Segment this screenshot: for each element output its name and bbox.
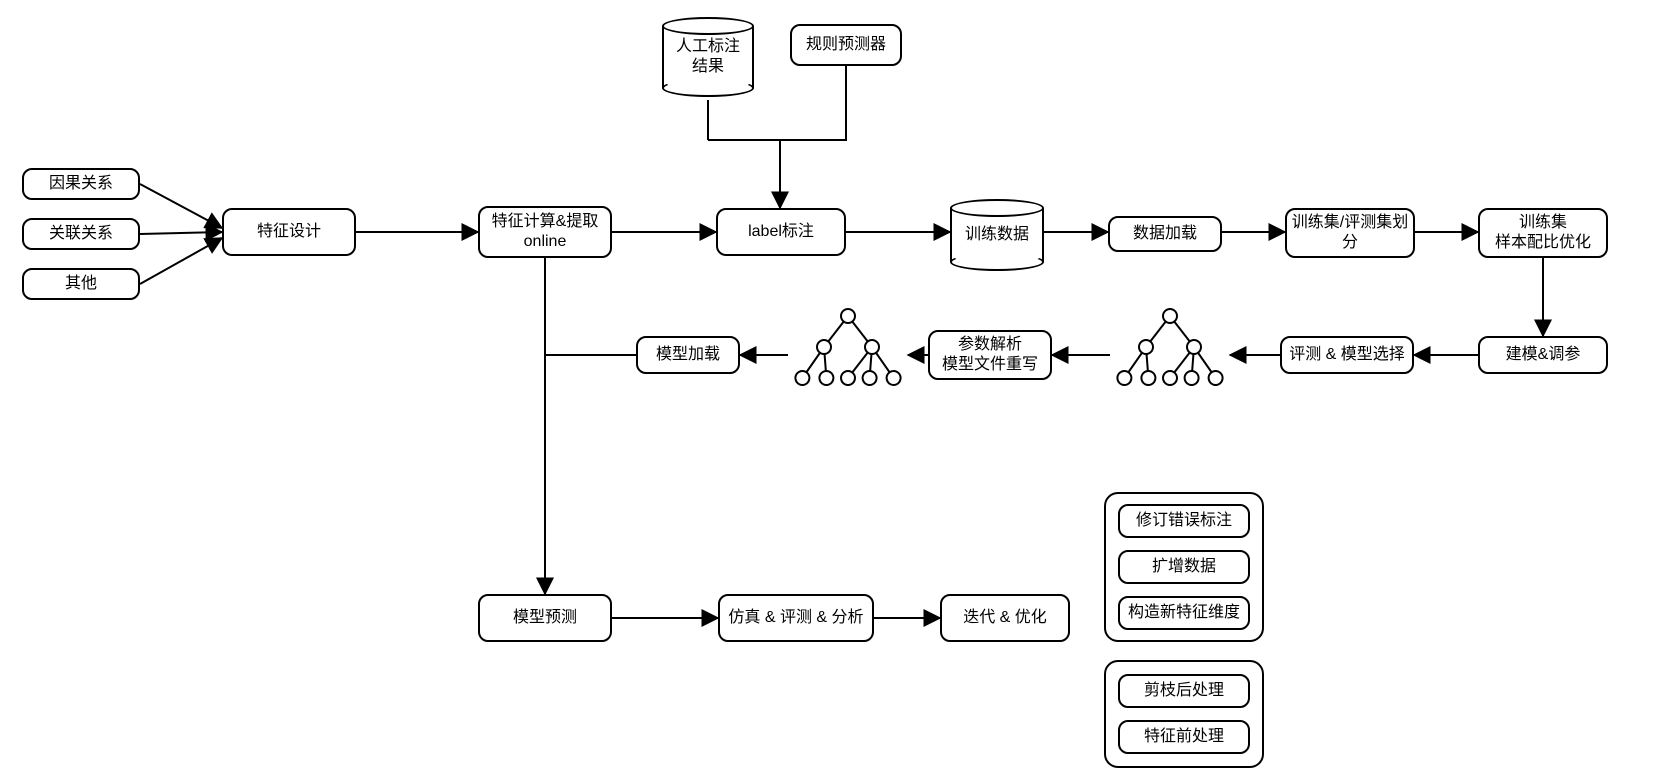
- label: 模型预测: [513, 608, 577, 628]
- node-label-annotation: label标注: [716, 208, 846, 256]
- node-data-load: 数据加载: [1108, 216, 1222, 252]
- node-train-eval-split: 训练集/评测集划 分: [1285, 208, 1415, 258]
- label: 特征设计: [257, 222, 321, 242]
- label: 评测 & 模型选择: [1289, 345, 1405, 365]
- node-rule-predictor: 规则预测器: [790, 24, 902, 66]
- label: 剪枝后处理: [1144, 681, 1224, 701]
- node-iterate-optimize: 迭代 & 优化: [940, 594, 1070, 642]
- node-correlation-relation: 关联关系: [22, 218, 140, 250]
- node-prune-postprocess: 剪枝后处理: [1118, 674, 1250, 708]
- tree-icon-1: [1110, 308, 1230, 386]
- label: 模型加载: [656, 345, 720, 365]
- flowchart-canvas: 因果关系 关联关系 其他 特征设计 特征计算&提取 online 人工标注 结果…: [0, 0, 1654, 773]
- label: 修订错误标注: [1136, 511, 1232, 531]
- label: 训练数据: [965, 225, 1029, 245]
- label: 关联关系: [49, 224, 113, 244]
- node-param-parse-rewrite: 参数解析 模型文件重写: [928, 330, 1052, 380]
- node-eval-model-select: 评测 & 模型选择: [1280, 336, 1414, 374]
- node-fix-wrong-labels: 修订错误标注: [1118, 504, 1250, 538]
- node-train-sample-opt: 训练集 样本配比优化: [1478, 208, 1608, 258]
- label: 规则预测器: [806, 35, 886, 55]
- label: 迭代 & 优化: [963, 608, 1047, 628]
- node-training-data: 训练数据: [950, 208, 1044, 262]
- edges-layer: [0, 0, 1654, 773]
- node-model-load: 模型加载: [636, 336, 740, 374]
- label: 特征前处理: [1144, 727, 1224, 747]
- label: 人工标注 结果: [676, 37, 740, 77]
- node-causal-relation: 因果关系: [22, 168, 140, 200]
- node-feature-calc-online: 特征计算&提取 online: [478, 206, 612, 258]
- node-sim-eval-analysis: 仿真 & 评测 & 分析: [718, 594, 874, 642]
- tree-icon-2: [788, 308, 908, 386]
- node-feature-preprocess: 特征前处理: [1118, 720, 1250, 754]
- node-feature-design: 特征设计: [222, 208, 356, 256]
- node-model-predict: 模型预测: [478, 594, 612, 642]
- label: 因果关系: [49, 174, 113, 194]
- label: 训练集/评测集划 分: [1292, 213, 1408, 253]
- label: 其他: [65, 274, 97, 294]
- label: 扩增数据: [1152, 557, 1216, 577]
- label: 建模&调参: [1506, 345, 1581, 365]
- node-model-tune: 建模&调参: [1478, 336, 1608, 374]
- label: 构造新特征维度: [1128, 603, 1240, 623]
- node-other: 其他: [22, 268, 140, 300]
- node-new-feature-dim: 构造新特征维度: [1118, 596, 1250, 630]
- label: 数据加载: [1133, 224, 1197, 244]
- label: label标注: [748, 222, 814, 242]
- node-augment-data: 扩增数据: [1118, 550, 1250, 584]
- label: 特征计算&提取 online: [492, 212, 599, 252]
- label: 仿真 & 评测 & 分析: [728, 608, 863, 628]
- label: 训练集 样本配比优化: [1495, 213, 1591, 253]
- label: 参数解析 模型文件重写: [942, 335, 1038, 375]
- node-manual-label-result: 人工标注 结果: [662, 26, 754, 88]
